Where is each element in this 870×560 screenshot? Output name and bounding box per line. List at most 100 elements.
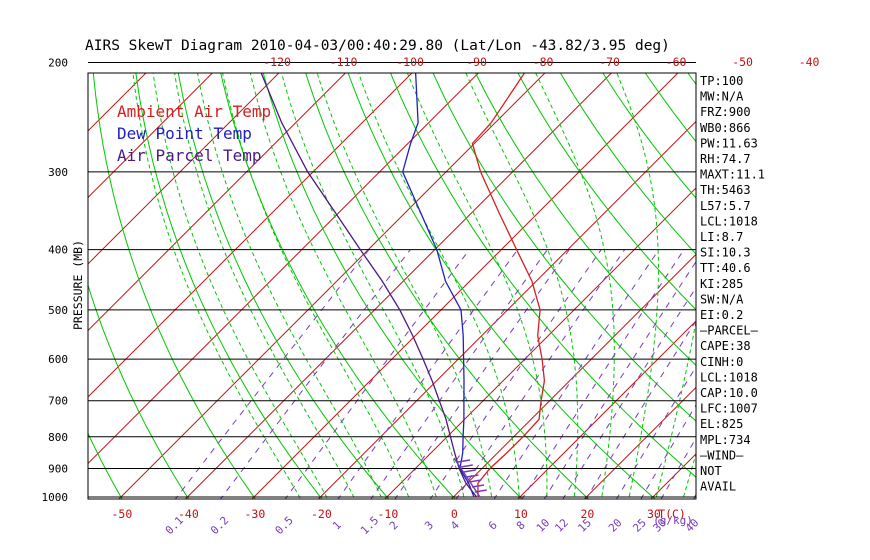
top-temp-label: -50: [732, 55, 753, 69]
moist-adiabat-line: [316, 73, 493, 499]
index-entry: LI:8.7: [700, 230, 743, 244]
y-axis-label: PRESSURE (MB): [71, 240, 85, 330]
index-entry: TT:40.6: [700, 261, 751, 275]
mixing-ratio-line: [521, 249, 685, 499]
isotherm-line: [450, 253, 696, 499]
dry-adiabat-line: [517, 73, 696, 311]
index-entry: AVAIL: [700, 480, 736, 494]
top-temp-label: -100: [396, 55, 424, 69]
moist-adiabat-line: [535, 73, 615, 499]
bottom-temp-label: -40: [178, 507, 199, 521]
dry-adiabat-line: [220, 73, 456, 499]
pressure-tick-label: 700: [48, 395, 68, 408]
pressure-tick-label: 600: [48, 353, 68, 366]
pressure-tick-label: 300: [48, 166, 68, 179]
top-temp-label: -60: [666, 55, 687, 69]
dry-adiabats: [88, 0, 870, 510]
isotherm-line: [0, 0, 40, 510]
moist-adiabat-line: [406, 73, 548, 499]
moist-adiabat-line: [132, 73, 302, 499]
isotherm-line: [317, 120, 696, 499]
moist-adiabat-line: [465, 73, 579, 499]
legend-entry: Ambient Air Temp: [117, 102, 271, 121]
isotherm-line: [0, 0, 239, 510]
top-temp-label: -40: [799, 55, 820, 69]
mixing-ratio-label: 3: [422, 519, 436, 533]
index-entry: EL:825: [700, 417, 743, 431]
isotherm-line: [384, 187, 696, 499]
bottom-temp-label: -30: [245, 507, 266, 521]
pressure-tick-label: 900: [48, 463, 68, 476]
series-line: [260, 73, 478, 498]
dry-adiabat-line: [559, 73, 696, 255]
mixing-ratio-line: [429, 249, 602, 499]
index-entry: LCL:1018: [700, 214, 758, 228]
dry-adiabat-line: [347, 73, 656, 499]
index-entry: SW:N/A: [700, 292, 744, 306]
index-entry: MPL:734: [700, 433, 751, 447]
dry-adiabat-line: [135, 73, 323, 499]
top-temperature-ticks: -120 -110 -100 -90 -80 -70 -60 -50 -40: [263, 55, 819, 69]
mixing-ratio-label-group: 3: [422, 519, 436, 533]
bottom-temp-label: 30: [647, 507, 661, 521]
isotherm-line: [88, 73, 413, 398]
wind-barb-icon: [453, 457, 487, 498]
mixing-ratio-label-group: 12: [552, 516, 571, 535]
index-entry: PW:11.63: [700, 136, 758, 150]
mixing-ratio-line: [543, 260, 696, 499]
mixing-ratio-label-group: 6: [486, 519, 500, 533]
mixing-ratio-label-group: 0.2: [208, 514, 231, 537]
index-entry: EI:0.2: [700, 308, 743, 322]
index-entry: WB0:866: [700, 121, 751, 135]
pressure-tick-label: 1000: [42, 491, 69, 504]
index-entry: —WIND—: [700, 448, 744, 462]
top-temp-label: -110: [330, 55, 358, 69]
dry-adiabat-line: [390, 73, 696, 478]
bottom-temp-label: 0: [451, 507, 458, 521]
mixing-ratio-line: [370, 249, 548, 499]
dry-adiabat-line: [92, 73, 256, 499]
top-temp-label: -90: [466, 55, 487, 69]
mixing-ratio-line: [562, 286, 696, 499]
index-entry: SI:10.3: [700, 246, 751, 260]
index-entry: LCL:1018: [700, 370, 758, 384]
dry-adiabat-line: [735, 0, 870, 510]
index-entry: CAPE:38: [700, 339, 751, 353]
bottom-temp-label: -50: [112, 507, 133, 521]
moist-adiabat-line: [616, 73, 659, 499]
mixing-ratio-label: 12: [552, 516, 571, 535]
pressure-tick-label: 500: [48, 304, 68, 317]
moist-adiabat-line: [152, 73, 329, 499]
chart-title: AIRS SkewT Diagram 2010-04-03/00:40:29.8…: [85, 38, 670, 54]
moist-adiabats: [132, 73, 696, 499]
legend-entry: Dew Point Temp: [117, 124, 252, 143]
isotherm-line: [88, 73, 347, 332]
mixing-ratio-line: [394, 249, 570, 499]
isotherm-line: [88, 73, 480, 465]
index-entry: LFC:1007: [700, 402, 758, 416]
isobars: [88, 61, 696, 498]
pressure-tick-label: 200: [48, 56, 68, 69]
dry-adiabat-line: [305, 73, 590, 499]
dry-adiabat-line: [474, 73, 696, 366]
index-entry: FRZ:900: [700, 105, 751, 119]
isotherm-line: [517, 320, 696, 499]
index-entry: —PARCEL—: [700, 324, 759, 338]
top-temp-label: -80: [533, 55, 554, 69]
mixing-ratio-label: 10: [534, 516, 553, 535]
isotherm-line: [583, 386, 696, 499]
index-entry: MAXT:11.1: [700, 168, 765, 182]
dry-adiabat-line: [668, 0, 870, 510]
mixing-ratio-label: 20: [606, 516, 625, 535]
bottom-temp-label: 10: [514, 507, 528, 521]
mixing-ratio-line: [174, 249, 370, 499]
isotherms: [0, 0, 696, 510]
mixing-ratio-label-group: 0.5: [273, 514, 296, 537]
index-entry: TP:100: [700, 74, 743, 88]
legend: Ambient Air Temp Dew Point Temp Air Parcel…: [117, 102, 271, 165]
moist-adiabat-line: [174, 73, 356, 499]
wind-barb-hatch: [453, 457, 487, 498]
index-entry: RH:74.7: [700, 152, 751, 166]
dry-adiabat-line: [602, 73, 696, 199]
